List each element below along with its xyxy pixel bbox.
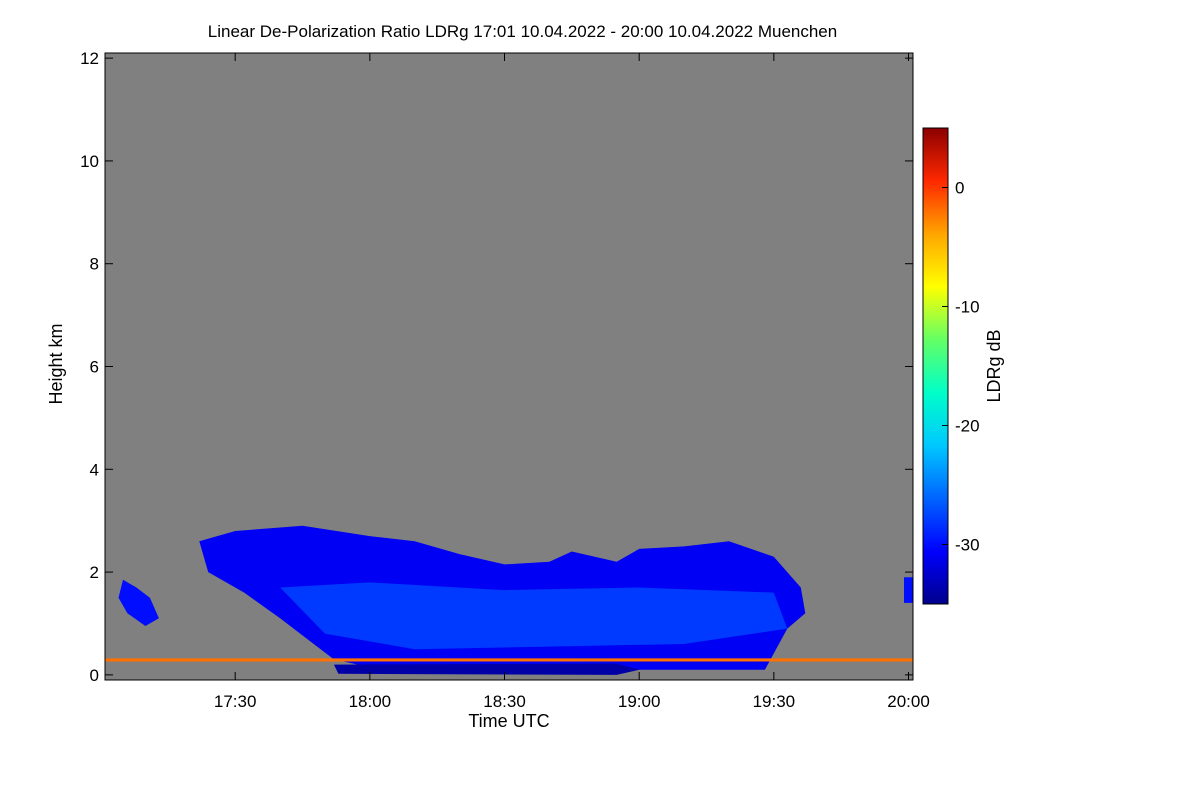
x-tick-label: 19:00 <box>618 692 661 711</box>
x-tick-label: 18:30 <box>483 692 526 711</box>
chart-title: Linear De-Polarization Ratio LDRg 17:01 … <box>207 22 838 41</box>
x-tick-label: 19:30 <box>753 692 796 711</box>
colorbar <box>922 127 949 605</box>
y-tick-label: 4 <box>90 460 99 479</box>
ldr-region-near-ground-line <box>105 658 913 662</box>
y-axis-title: Height km <box>46 323 66 404</box>
colorbar-tick-label: -10 <box>955 298 980 317</box>
x-axis-title: Time UTC <box>468 711 549 731</box>
colorbar-tick-label: -30 <box>955 536 980 555</box>
y-tick-label: 10 <box>80 152 99 171</box>
x-tick-label: 18:00 <box>349 692 392 711</box>
colorbar-tick-label: 0 <box>955 179 964 198</box>
x-tick-label: 20:00 <box>887 692 930 711</box>
ldr-region-precip-base-layer <box>333 663 640 675</box>
colorbar-label: LDRg dB <box>984 329 1004 402</box>
y-tick-label: 0 <box>90 666 99 685</box>
ldr-region-intense-lower-core <box>280 582 788 650</box>
y-tick-label: 12 <box>80 49 99 68</box>
ldr-region-late-low-cloud <box>904 577 913 603</box>
x-tick-label: 17:30 <box>214 692 257 711</box>
y-tick-label: 2 <box>90 563 99 582</box>
y-tick-label: 8 <box>90 255 99 274</box>
ldr-region-early-low-cloud <box>118 579 159 626</box>
y-tick-label: 6 <box>90 358 99 377</box>
colorbar-tick-label: -20 <box>955 417 980 436</box>
